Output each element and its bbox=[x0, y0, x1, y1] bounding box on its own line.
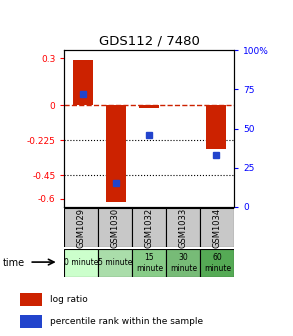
Text: GSM1030: GSM1030 bbox=[111, 208, 120, 248]
Bar bbox=[206, 105, 226, 149]
Bar bbox=[64, 208, 98, 247]
Bar bbox=[132, 249, 166, 277]
Bar bbox=[98, 208, 132, 247]
Bar bbox=[98, 249, 132, 277]
Bar bbox=[200, 249, 234, 277]
Bar bbox=[20, 293, 42, 306]
Bar bbox=[106, 105, 126, 202]
Text: GSM1033: GSM1033 bbox=[179, 208, 188, 248]
Bar bbox=[166, 208, 200, 247]
Text: time: time bbox=[3, 258, 25, 268]
Bar bbox=[73, 60, 93, 105]
Text: log ratio: log ratio bbox=[50, 295, 88, 304]
Text: 5 minute: 5 minute bbox=[98, 258, 133, 267]
Text: 15
minute: 15 minute bbox=[136, 253, 163, 272]
Text: percentile rank within the sample: percentile rank within the sample bbox=[50, 317, 203, 326]
Text: GSM1029: GSM1029 bbox=[77, 208, 86, 248]
Text: GSM1032: GSM1032 bbox=[145, 208, 154, 248]
Text: 30
minute: 30 minute bbox=[170, 253, 197, 272]
Bar bbox=[139, 105, 159, 108]
Title: GDS112 / 7480: GDS112 / 7480 bbox=[99, 35, 200, 48]
Text: 60
minute: 60 minute bbox=[204, 253, 231, 272]
Bar bbox=[166, 249, 200, 277]
Bar bbox=[64, 249, 98, 277]
Bar bbox=[20, 315, 42, 328]
Bar bbox=[132, 208, 166, 247]
Bar bbox=[200, 208, 234, 247]
Text: GSM1034: GSM1034 bbox=[213, 208, 222, 248]
Text: 0 minute: 0 minute bbox=[64, 258, 99, 267]
